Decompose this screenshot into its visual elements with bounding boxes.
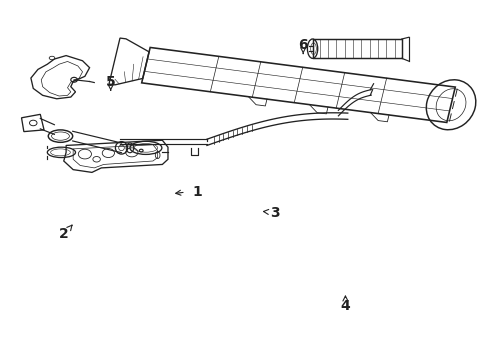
Text: 1: 1 [192,185,202,199]
Text: 2: 2 [59,226,68,240]
Text: 5: 5 [105,75,115,89]
Text: 6: 6 [298,37,307,51]
Text: 4: 4 [340,299,349,313]
Text: 3: 3 [270,206,279,220]
